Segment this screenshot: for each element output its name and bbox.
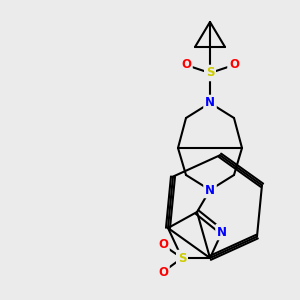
Text: N: N [205,184,215,196]
Text: O: O [158,266,168,278]
Text: O: O [181,58,191,71]
Text: S: S [178,251,186,265]
Text: O: O [229,58,239,71]
Text: N: N [217,226,227,238]
Text: O: O [158,238,168,251]
Text: N: N [205,97,215,110]
Text: S: S [206,67,214,80]
